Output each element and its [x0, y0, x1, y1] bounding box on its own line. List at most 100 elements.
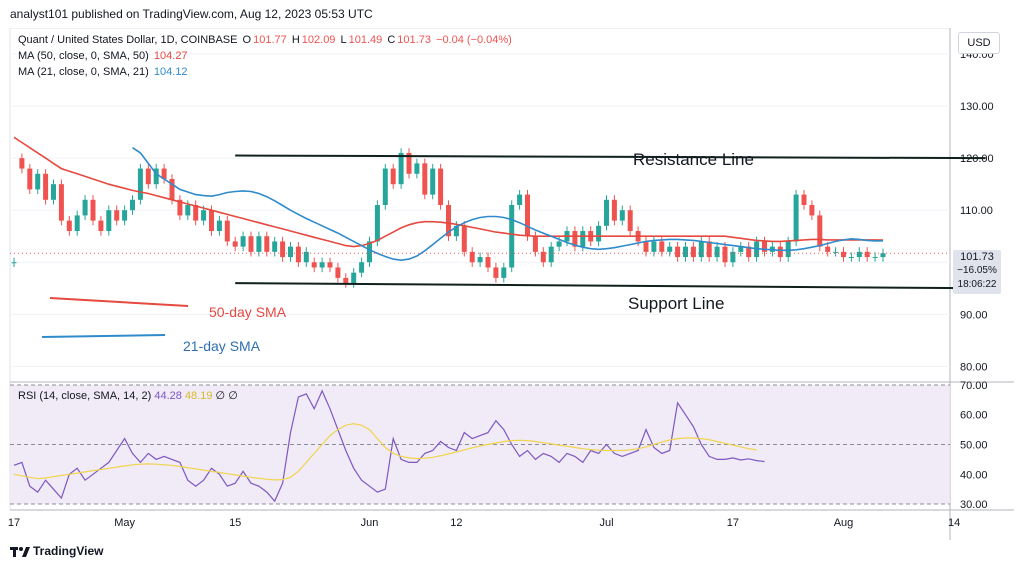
candle-body — [706, 241, 712, 258]
time-tick-label: 17 — [727, 517, 739, 529]
rsi-ma-line — [13, 423, 757, 481]
candle-body — [611, 199, 617, 221]
candle-body — [272, 241, 278, 252]
candle-body — [746, 246, 752, 258]
candle-body — [461, 225, 467, 252]
time-tick-label: Jun — [361, 517, 379, 529]
candle-body — [367, 241, 372, 263]
candle-body — [51, 184, 56, 200]
candle-body — [580, 231, 586, 247]
candle-body — [880, 253, 886, 258]
candle-body — [327, 262, 333, 268]
candle-body — [130, 199, 135, 211]
price-change: −16.05% — [957, 265, 997, 276]
candle-body — [738, 246, 744, 252]
candle-body — [27, 168, 33, 190]
candle-body — [532, 236, 538, 252]
candle-body — [698, 241, 704, 258]
low-value: 101.49 — [348, 34, 383, 46]
candle-body — [675, 246, 681, 258]
candle-body — [730, 251, 736, 263]
candle-body — [311, 262, 317, 268]
candle-body — [785, 241, 791, 258]
candle-body — [319, 262, 325, 268]
symbol-legend: Quant / United States Dollar, 1D, COINBA… — [18, 34, 514, 46]
candle-body — [422, 163, 428, 195]
ma50-label: MA (50, close, 0, SMA, 50) — [18, 50, 149, 62]
tradingview-logo-icon — [10, 546, 30, 557]
candle-body — [390, 168, 396, 185]
candle-body — [406, 152, 412, 174]
candle-body — [856, 251, 862, 258]
rsi-tick-label: 60.00 — [960, 410, 988, 422]
ma21-value: 104.12 — [153, 66, 188, 78]
candle-body — [793, 194, 799, 242]
candle-body — [833, 251, 839, 253]
candle-body — [453, 225, 459, 237]
ma50-legend[interactable]: MA (50, close, 0, SMA, 50) 104.27 — [18, 50, 190, 62]
candle-body — [256, 236, 262, 252]
currency-button[interactable]: USD — [958, 32, 1000, 54]
candle-body — [643, 241, 649, 252]
candle-body — [177, 199, 183, 216]
time-tick-label: May — [114, 517, 135, 529]
candle-body — [19, 158, 25, 169]
rsi-legend[interactable]: RSI (14, close, SMA, 14, 2) 44.28 48.19 … — [18, 389, 238, 402]
candle-body — [627, 210, 633, 232]
footer-brand-name: TradingView — [33, 544, 104, 558]
candle-body — [864, 251, 870, 258]
candle-body — [548, 246, 554, 263]
resistance-line — [235, 154, 986, 160]
candle-body — [848, 257, 854, 259]
candle-body — [343, 277, 349, 284]
candle-body — [841, 251, 846, 258]
price-tick-label: 130.00 — [960, 101, 994, 113]
candle-body — [280, 241, 286, 258]
candle-body — [351, 272, 357, 284]
candle-body — [11, 262, 17, 264]
candle-body — [359, 262, 365, 273]
publisher-bar: analyst101 published on TradingView.com,… — [0, 0, 1024, 28]
candle-body — [414, 163, 420, 174]
footer-brand[interactable]: TradingView — [10, 544, 103, 558]
candle-body — [35, 173, 41, 190]
candle-body — [817, 215, 823, 247]
candle-body — [556, 241, 562, 247]
ma21-legend[interactable]: MA (21, close, 0, SMA, 21) 104.12 — [18, 66, 190, 78]
candle-body — [809, 205, 815, 216]
candle-body — [201, 210, 207, 221]
candle-body — [485, 257, 491, 268]
rsi-tick-label: 50.00 — [960, 440, 988, 452]
time-tick-label: Aug — [834, 517, 854, 529]
candle-body — [596, 225, 602, 242]
candle-body — [288, 246, 293, 258]
candle-body — [193, 205, 199, 221]
candle-body — [264, 236, 270, 252]
candle-body — [137, 168, 143, 200]
candle-body — [430, 168, 436, 195]
price-tick-label: 80.00 — [960, 361, 988, 373]
candle-body — [295, 246, 301, 263]
candle-body — [209, 210, 214, 232]
candle-body — [446, 205, 451, 237]
candle-body — [762, 241, 767, 252]
candle-body — [161, 168, 167, 179]
candle-body — [98, 220, 104, 232]
ma21-line — [132, 147, 884, 262]
support-line — [235, 282, 986, 290]
candle-body — [122, 210, 128, 221]
sma21-sample-line — [41, 334, 166, 338]
candle-body — [303, 251, 309, 263]
candle-body — [469, 251, 475, 263]
rsi-tick-label: 40.00 — [960, 469, 988, 481]
rsi-tick-label: 70.00 — [960, 380, 988, 392]
candle-body — [517, 194, 523, 205]
candle-body — [509, 205, 515, 268]
candle-body — [801, 194, 807, 205]
time-tick-label: 15 — [229, 517, 241, 529]
price-tick-label: 110.00 — [960, 205, 993, 217]
rsi-tick-label: 30.00 — [960, 499, 988, 511]
ma50-line — [13, 136, 884, 248]
candle-body — [825, 246, 831, 252]
